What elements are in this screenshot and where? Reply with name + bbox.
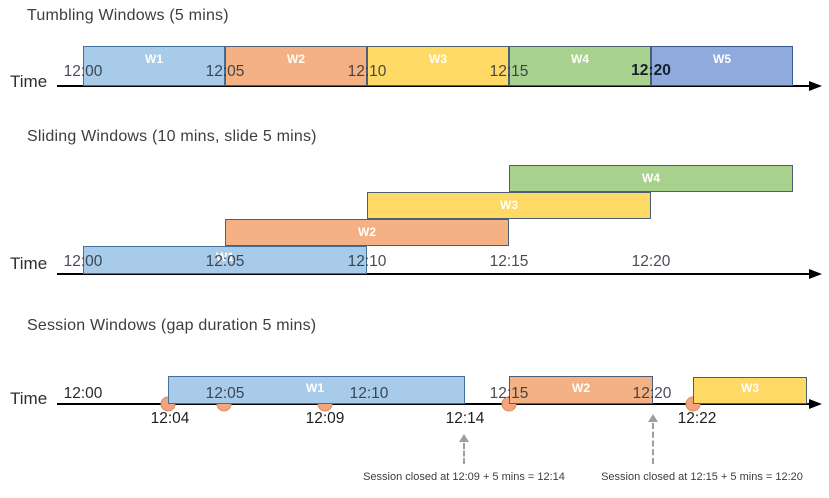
time-axis-label: Time [10,72,48,91]
window-label: W2 [358,225,376,239]
window-label: W5 [713,52,731,66]
window-label: W1 [216,250,234,264]
window-box-w5 [651,46,793,86]
window-box-w2 [509,376,653,404]
time-axis-label: Time [10,254,48,273]
tumbling-title: Tumbling Windows (5 mins) [27,7,229,24]
event-time-label: 12:22 [677,410,717,427]
session-close-arrow [652,423,654,464]
event-time-label: 12:14 [445,410,485,427]
axis-arrowhead-icon [809,399,822,409]
tick-label: 12:20 [632,385,672,402]
event-time-label: 12:04 [150,410,190,427]
window-label: W4 [571,52,589,66]
session-title: Session Windows (gap duration 5 mins) [27,317,317,334]
tick-label: 12:05 [205,63,245,80]
session-close-arrowhead-icon [648,414,658,422]
window-box-w3 [367,192,651,219]
time-axis [57,273,810,276]
tick-label: 12:00 [63,63,103,80]
tick-label: 12:15 [489,385,529,402]
window-label: W1 [145,52,163,66]
window-label: W2 [572,381,590,395]
tick-label: 12:10 [347,253,387,270]
tick-label: 12:00 [63,253,103,270]
window-label: W3 [429,52,447,66]
window-label: W4 [642,171,660,185]
axis-arrowhead-icon [809,81,822,91]
tick-label: 12:10 [347,63,387,80]
window-box-w1 [83,46,225,86]
sliding-title: Sliding Windows (10 mins, slide 5 mins) [27,128,317,145]
tick-label: 12:20 [631,253,671,270]
tick-label: 12:10 [349,385,389,402]
tick-label: 12:05 [205,253,245,270]
tick-label: 12:20 [631,62,671,79]
event-time-label: 12:09 [305,410,345,427]
window-box-w1 [168,376,465,404]
time-axis [57,85,810,88]
time-axis [57,403,810,406]
session-close-annotation: Session closed at 12:09 + 5 mins = 12:14 [363,471,565,483]
window-box-w3 [693,377,807,404]
session-close-annotation: Session closed at 12:15 + 5 mins = 12:20 [601,471,803,483]
window-label: W3 [500,198,518,212]
tick-label: 12:00 [63,385,103,402]
window-box-w3 [367,46,509,86]
window-label: W1 [306,381,324,395]
tick-label: 12:15 [489,63,529,80]
window-box-w4 [509,46,651,86]
session-close-arrow [463,443,465,464]
session-close-arrowhead-icon [459,434,469,442]
tick-label: 12:15 [489,253,529,270]
window-box-w1 [83,246,367,274]
time-axis-label: Time [10,389,48,408]
window-box-w2 [225,46,367,86]
window-box-w2 [225,219,509,246]
axis-arrowhead-icon [809,269,822,279]
window-box-w4 [509,165,793,192]
tick-label: 12:05 [205,385,245,402]
window-label: W3 [741,381,759,395]
window-label: W2 [287,52,305,66]
